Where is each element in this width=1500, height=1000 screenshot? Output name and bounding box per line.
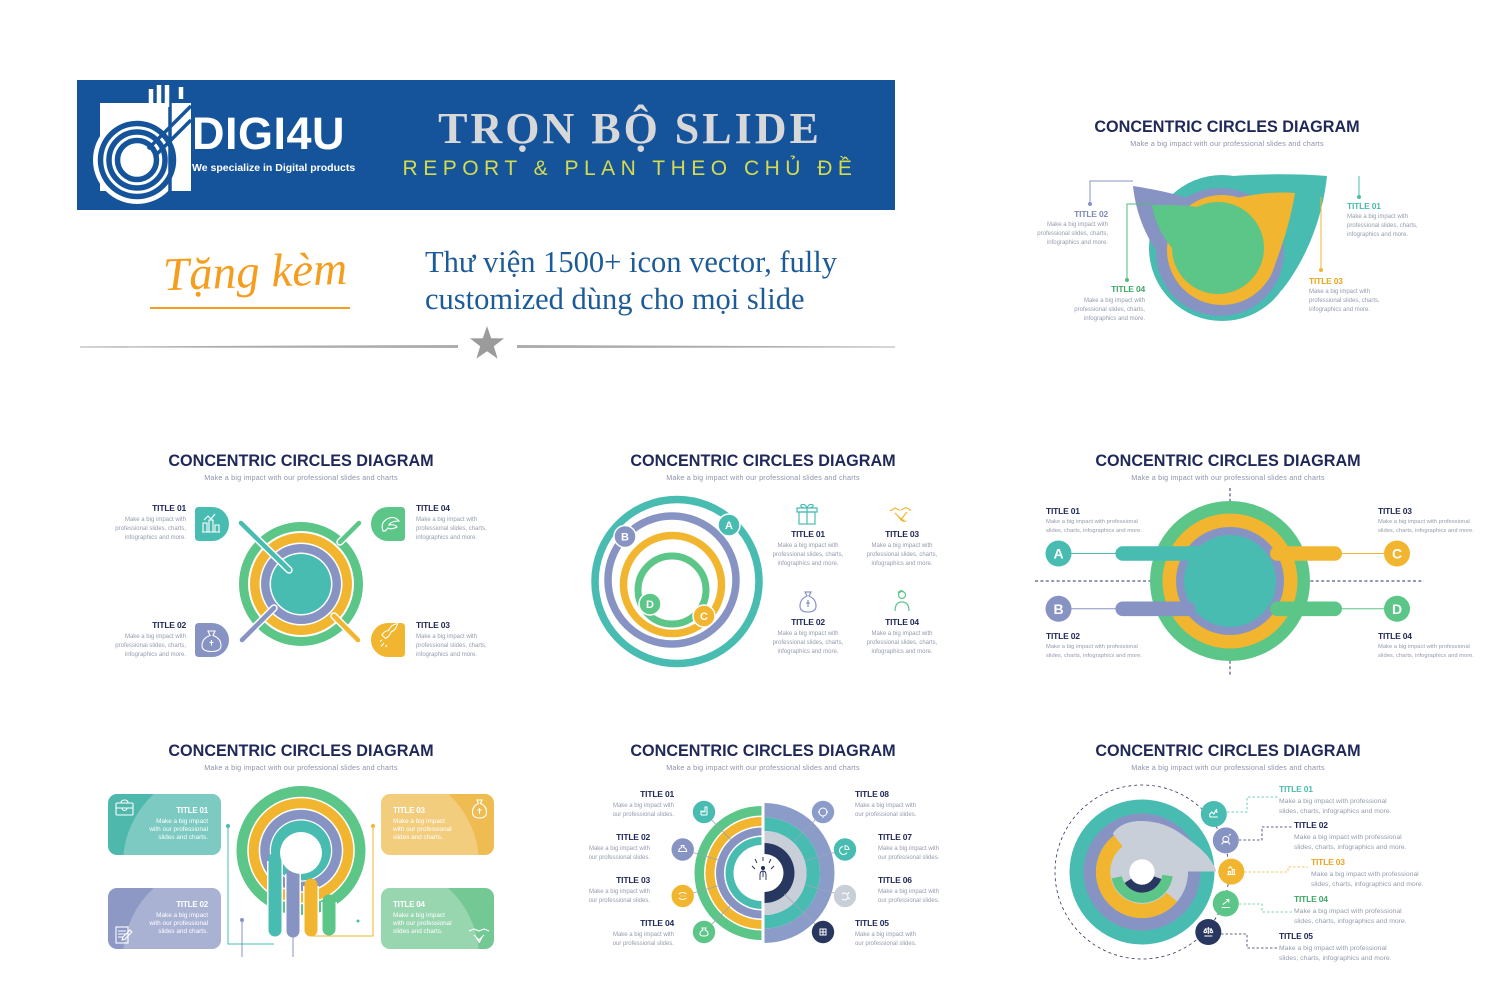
svg-text:C: C	[1392, 546, 1402, 562]
svg-text:A: A	[725, 520, 733, 532]
svg-text:We specialize in Digital produ: We specialize in Digital products	[192, 162, 355, 174]
svg-text:DIGI4U: DIGI4U	[192, 108, 345, 159]
svg-text:C: C	[700, 611, 708, 623]
svg-text:B: B	[1053, 601, 1063, 617]
svg-text:A: A	[1053, 546, 1063, 562]
svg-text:D: D	[1392, 601, 1402, 617]
svg-text:D: D	[646, 599, 654, 611]
svg-text:B: B	[621, 532, 629, 544]
